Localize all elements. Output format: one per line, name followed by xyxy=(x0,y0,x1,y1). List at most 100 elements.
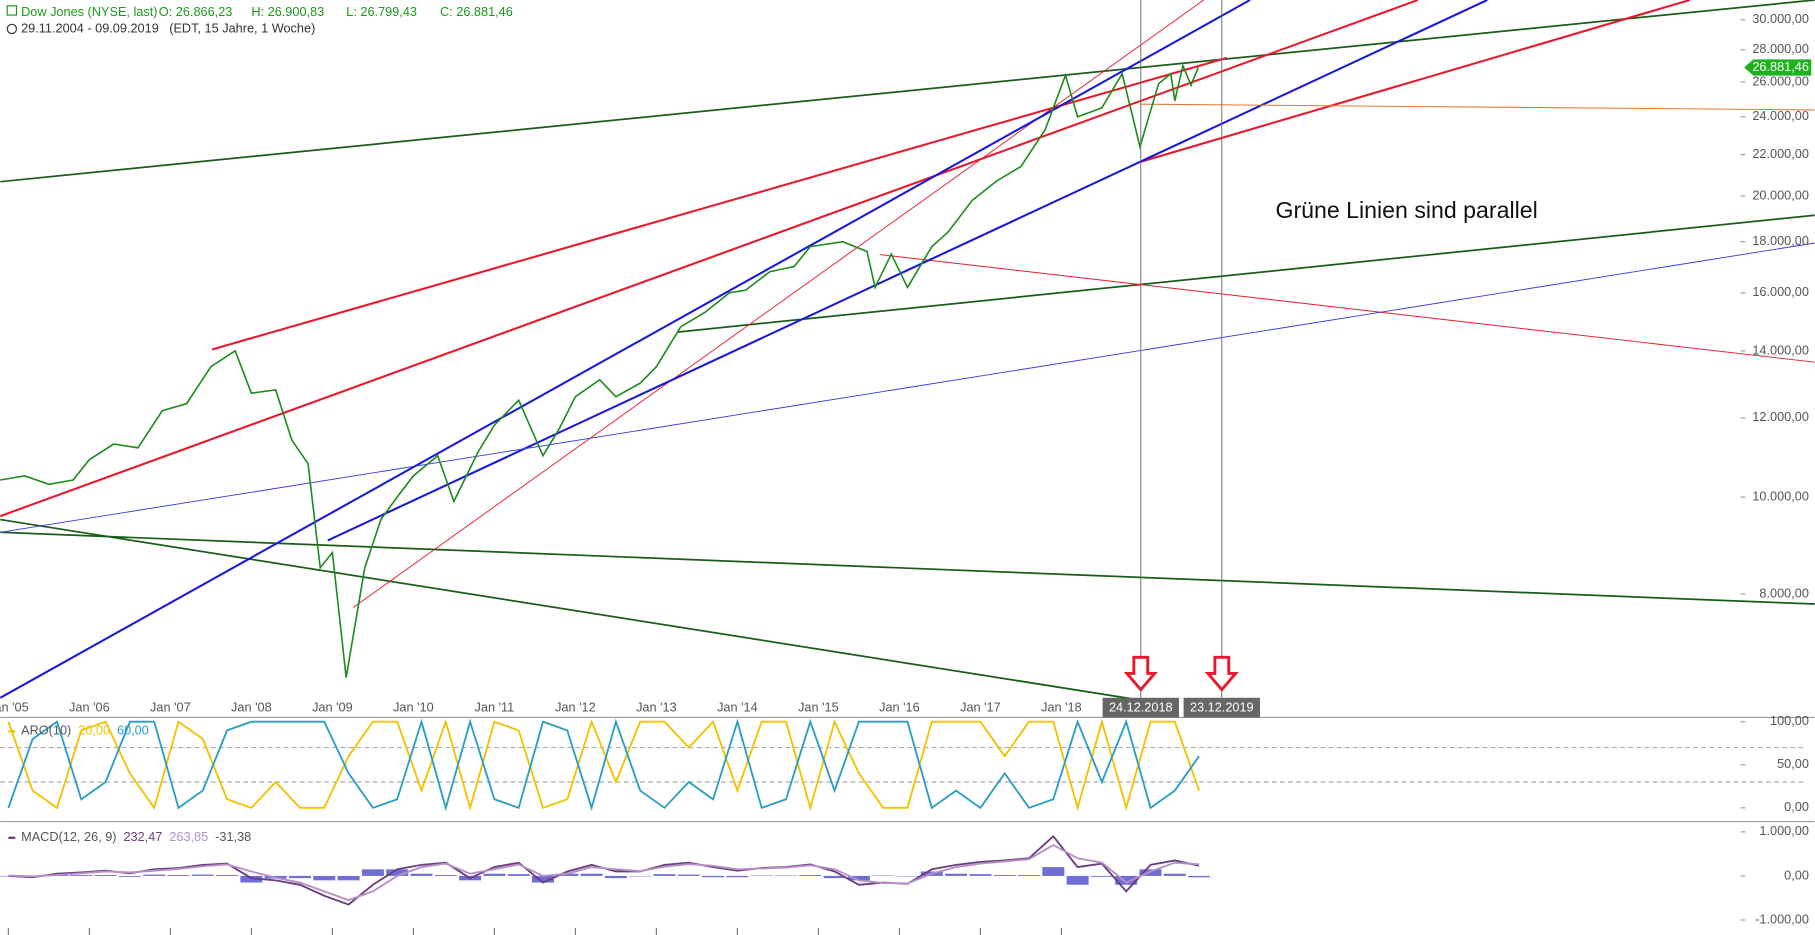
last-price-label: 26.881,46 xyxy=(1752,59,1809,74)
y-tick-label: 0,00 xyxy=(1784,867,1809,882)
y-tick-label: 14.000,00 xyxy=(1752,342,1809,357)
histogram-bar xyxy=(240,875,263,883)
x-tick-label: Jan '10 xyxy=(393,700,434,715)
y-tick-label: 28.000,00 xyxy=(1752,41,1809,56)
marker-arrow xyxy=(1204,655,1239,692)
trend-line xyxy=(0,0,1251,699)
y-tick-label: 10.000,00 xyxy=(1752,488,1809,503)
series-line xyxy=(7,718,1200,812)
legend-swatch xyxy=(8,836,16,839)
trend-line xyxy=(0,242,1815,533)
histogram-bar xyxy=(167,875,190,876)
histogram-bar xyxy=(847,875,870,881)
y-tick-label: 100,00 xyxy=(1770,713,1809,728)
y-tick-label: 24.000,00 xyxy=(1752,108,1809,123)
histogram-bar xyxy=(823,875,846,879)
legend-value: 20,00 xyxy=(78,723,110,738)
x-tick-label: Jan '15 xyxy=(798,700,839,715)
y-tick-label: 50,00 xyxy=(1777,756,1809,771)
trend-lines xyxy=(0,0,1815,701)
histogram-bar xyxy=(361,869,384,876)
indicator-title: ARO(10) xyxy=(21,723,71,738)
y-tick-label: 18.000,00 xyxy=(1752,233,1809,248)
x-tick-label: Jan '08 xyxy=(231,700,272,715)
histogram-bar xyxy=(677,874,700,876)
histogram-bar xyxy=(1090,875,1113,877)
marker-arrow xyxy=(1123,655,1158,692)
y-tick-label: 30.000,00 xyxy=(1752,11,1809,26)
trend-line xyxy=(879,254,1815,363)
histogram-bar xyxy=(653,874,676,876)
series-line xyxy=(0,62,1200,678)
legend-value: 232,47 xyxy=(123,829,162,844)
histogram-bar xyxy=(702,875,725,878)
ohlc-high: H: 26.900,83 xyxy=(251,4,324,19)
annotation: Grüne Linien sind parallel xyxy=(1275,197,1537,223)
histogram-bar xyxy=(410,873,433,876)
histogram-bar xyxy=(483,873,506,876)
legend-value: -31,38 xyxy=(215,829,251,844)
last-price-tag xyxy=(1744,59,1812,76)
marker-label: 24.12.2018 xyxy=(1109,700,1173,715)
x-tick-label: Jan '11 xyxy=(475,700,515,715)
histogram-bar xyxy=(1163,873,1186,876)
trend-line xyxy=(1140,103,1815,111)
x-tick-label: Jan '13 xyxy=(636,700,677,715)
histogram-bar xyxy=(143,874,166,876)
histogram-bar xyxy=(580,873,603,876)
trend-line xyxy=(327,0,1488,542)
histogram-bar xyxy=(993,875,1016,876)
trend-line xyxy=(0,518,1141,701)
histogram-bar xyxy=(556,873,579,876)
histogram-bar xyxy=(969,874,992,876)
clock-icon xyxy=(6,23,18,35)
y-tick-label: 8.000,00 xyxy=(1759,585,1809,600)
histogram-bar xyxy=(70,875,93,876)
marker-label-box xyxy=(1102,697,1179,718)
histogram-bar xyxy=(945,873,968,876)
histogram-bar xyxy=(216,875,239,876)
y-tick-label: 1.000,00 xyxy=(1759,823,1809,838)
instrument-title: Dow Jones (NYSE, last) xyxy=(21,4,157,19)
histogram-bar xyxy=(604,875,627,879)
y-tick-label: 20.000,00 xyxy=(1752,187,1809,202)
ohlc-low: L: 26.799,43 xyxy=(346,4,417,19)
x-tick-label: Jan '17 xyxy=(960,700,1001,715)
legend-value: 263,85 xyxy=(169,829,208,844)
histogram-bar xyxy=(507,874,530,876)
histogram-bar xyxy=(434,875,457,876)
x-tick-label: Jan '18 xyxy=(1041,700,1082,715)
histogram-bar xyxy=(386,869,409,876)
legend-swatch xyxy=(8,730,16,733)
trend-line xyxy=(0,0,1419,518)
x-tick-label: Jan '06 xyxy=(69,700,110,715)
y-tick-label: 16.000,00 xyxy=(1752,284,1809,299)
histogram-bar xyxy=(1042,867,1065,876)
x-tick-label: Jan '14 xyxy=(717,700,758,715)
indicator-title: MACD(12, 26, 9) xyxy=(21,829,116,844)
ohlc-close: C: 26.881,46 xyxy=(440,4,513,19)
histogram-bar xyxy=(799,875,822,876)
x-tick-label: Jan '09 xyxy=(312,700,353,715)
marker-label-box xyxy=(1183,697,1260,718)
histogram-bar xyxy=(118,875,141,877)
histogram-bar xyxy=(531,875,554,883)
y-tick-label: 22.000,00 xyxy=(1752,146,1809,161)
x-tick-label: Jan '07 xyxy=(150,700,191,715)
histogram-bar xyxy=(1018,875,1040,876)
y-tick-label: 0,00 xyxy=(1784,799,1809,814)
trend-line xyxy=(211,56,1228,351)
legend-value: 60,00 xyxy=(117,723,149,738)
x-tick-label: Jan '16 xyxy=(879,700,920,715)
histogram-bar xyxy=(94,875,117,876)
y-tick-label: 12.000,00 xyxy=(1752,409,1809,424)
trend-line xyxy=(0,531,1815,605)
marker-label: 23.12.2019 xyxy=(1190,700,1254,715)
histogram-bar xyxy=(726,875,749,878)
trend-line xyxy=(1139,0,1691,164)
series-line xyxy=(8,834,1200,906)
histogram-bar xyxy=(1066,875,1089,885)
trend-line xyxy=(677,214,1815,333)
histogram-bar xyxy=(191,874,214,876)
